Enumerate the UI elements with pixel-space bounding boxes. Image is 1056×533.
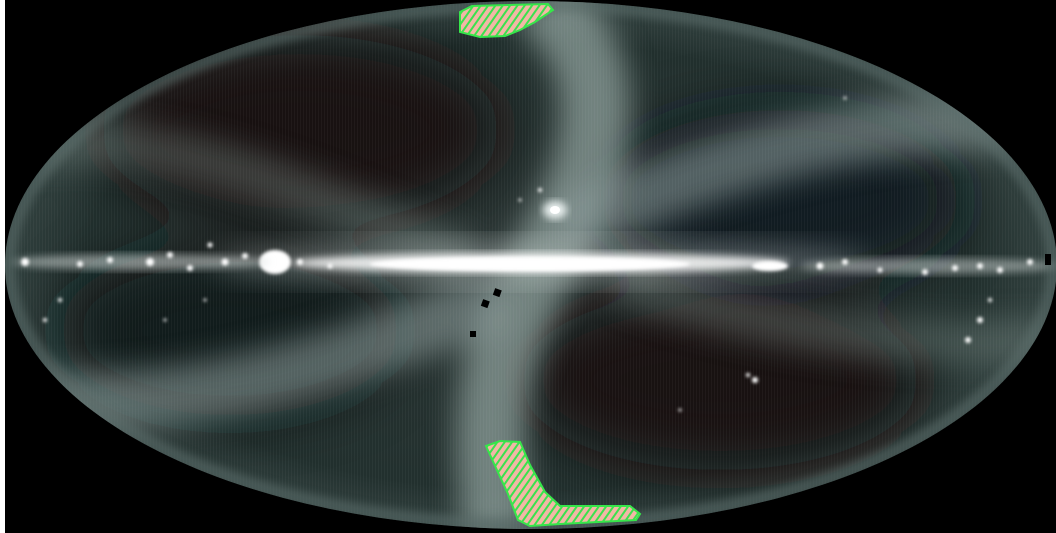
south-survey-stripe <box>484 439 642 528</box>
data-gaps <box>470 254 1051 337</box>
north-survey-stripe <box>459 2 555 39</box>
